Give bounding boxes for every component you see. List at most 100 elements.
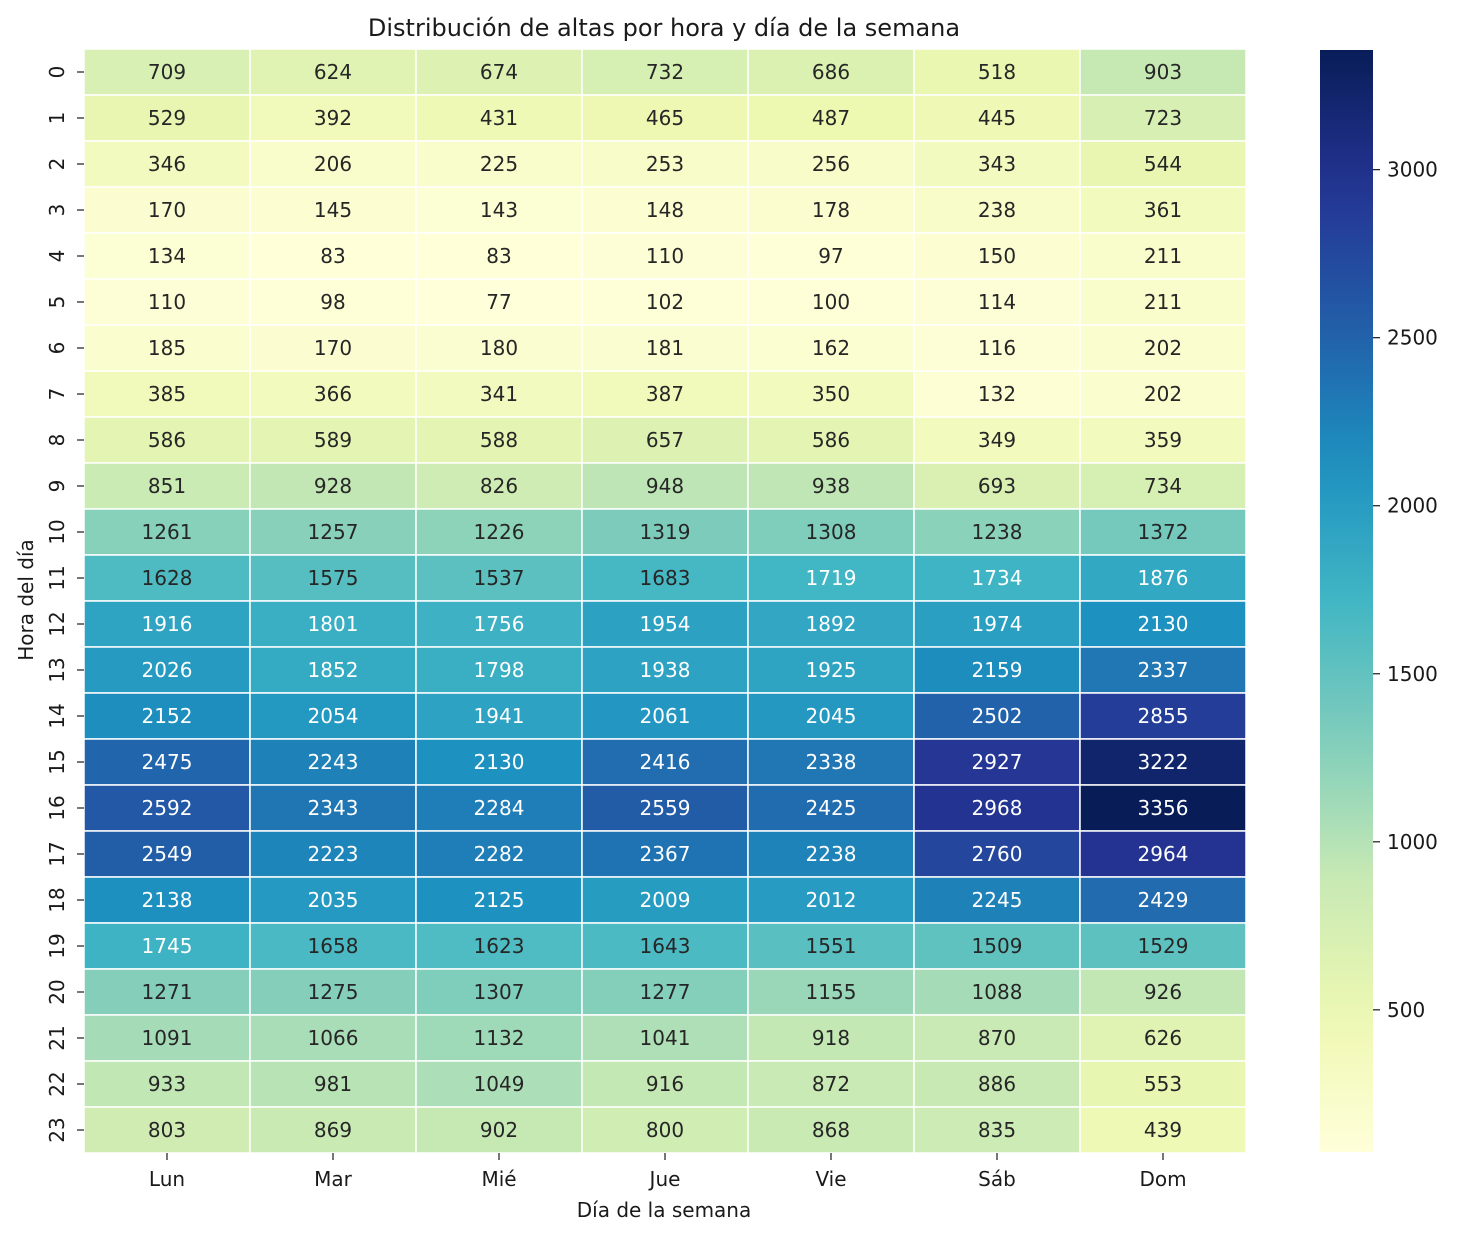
heatmap-cell [747,140,915,188]
heatmap-cell [913,48,1081,96]
cell-value-label: 170 [314,336,352,360]
heatmap-cell [83,784,251,832]
heatmap-cell [249,692,417,740]
heatmap-cell [415,738,583,786]
y-tick-label: 21 [45,1025,69,1050]
cell-value-label: 2159 [972,658,1023,682]
heatmap-cell [747,600,915,648]
cell-value-label: 2245 [972,888,1023,912]
cell-value-label: 1091 [142,1026,193,1050]
heatmap-cell [415,508,583,556]
cell-value-label: 98 [320,290,345,314]
cell-value-label: 102 [646,290,684,314]
cell-value-label: 253 [646,152,684,176]
cell-value-label: 181 [646,336,684,360]
heatmap-cell [415,784,583,832]
cell-value-label: 238 [978,198,1016,222]
y-tick-label: 15 [45,749,69,774]
cell-value-label: 826 [480,474,518,498]
cell-value-label: 2475 [142,750,193,774]
cell-value-label: 206 [314,152,352,176]
cell-value-label: 916 [646,1072,684,1096]
heatmap-cell [747,738,915,786]
heatmap-cell [1079,876,1247,924]
cell-value-label: 1892 [806,612,857,636]
cell-value-label: 2152 [142,704,193,728]
heatmap-cell [747,922,915,970]
heatmap-cell [1079,968,1247,1016]
heatmap-cell [83,692,251,740]
heatmap-cell [83,554,251,602]
x-tick-label: Mar [314,1167,353,1191]
heatmap-cell [581,600,749,648]
cell-value-label: 1529 [1138,934,1189,958]
cell-value-label: 1238 [972,520,1023,544]
cell-value-label: 2416 [640,750,691,774]
y-tick-label: 13 [45,657,69,682]
x-tick-label: Dom [1139,1167,1186,1191]
heatmap-cell [249,968,417,1016]
heatmap-cell [1079,784,1247,832]
cell-value-label: 1643 [640,934,691,958]
y-tick-label: 23 [45,1117,69,1142]
heatmap-cell [747,462,915,510]
heatmap-cell [83,1060,251,1108]
cell-value-label: 626 [1144,1026,1182,1050]
cell-value-label: 1066 [308,1026,359,1050]
heatmap-cell [581,646,749,694]
cell-value-label: 2238 [806,842,857,866]
cell-value-label: 1551 [806,934,857,958]
x-axis-label: Día de la semana [577,1198,752,1222]
heatmap-cell [1079,1060,1247,1108]
heatmap-cell [747,94,915,142]
colorbar [1320,50,1373,1152]
cell-value-label: 3222 [1138,750,1189,774]
cell-value-label: 2559 [640,796,691,820]
cell-value-label: 346 [148,152,186,176]
cell-value-label: 1852 [308,658,359,682]
x-axis-ticks: Lun Mar Mié Jue Vie Sáb Dom [149,1153,1187,1191]
cell-value-label: 918 [812,1026,850,1050]
cell-value-label: 1974 [972,612,1023,636]
cell-value-label: 2045 [806,704,857,728]
cell-value-label: 518 [978,60,1016,84]
cell-value-label: 110 [148,290,186,314]
heatmap-cell [415,462,583,510]
y-tick-label: 7 [45,388,69,401]
heatmap-cell [249,370,417,418]
cell-value-label: 589 [314,428,352,452]
cell-value-label: 886 [978,1072,1016,1096]
cell-value-label: 732 [646,60,684,84]
cell-value-label: 2429 [1138,888,1189,912]
cell-value-label: 145 [314,198,352,222]
cell-value-label: 588 [480,428,518,452]
heatmap-cell [913,370,1081,418]
heatmap-cell [1079,508,1247,556]
cell-value-label: 981 [314,1072,352,1096]
heatmap-cell [415,968,583,1016]
heatmap-cell [1079,1014,1247,1062]
cell-value-label: 1623 [474,934,525,958]
cell-value-label: 1683 [640,566,691,590]
heatmap-cell [1079,186,1247,234]
cell-value-label: 185 [148,336,186,360]
heatmap-cell [249,278,417,326]
cell-value-label: 2968 [972,796,1023,820]
heatmap-cell [747,278,915,326]
cell-value-label: 1938 [640,658,691,682]
cell-value-label: 1509 [972,934,1023,958]
heatmap-cell [1079,278,1247,326]
heatmap-cell [249,922,417,970]
cell-value-label: 709 [148,60,186,84]
cell-value-label: 2927 [972,750,1023,774]
heatmap-cell [747,692,915,740]
heatmap-cell [1079,922,1247,970]
y-tick-label: 9 [45,480,69,493]
cell-value-label: 1658 [308,934,359,958]
cell-value-label: 903 [1144,60,1182,84]
heatmap-cells: 709 624 674 732 686 518 903 529 392 431 465 487 445 7… [83,48,1247,1154]
heatmap-cell [913,968,1081,1016]
heatmap-cell [581,830,749,878]
heatmap-cell [581,784,749,832]
cell-value-label: 170 [148,198,186,222]
